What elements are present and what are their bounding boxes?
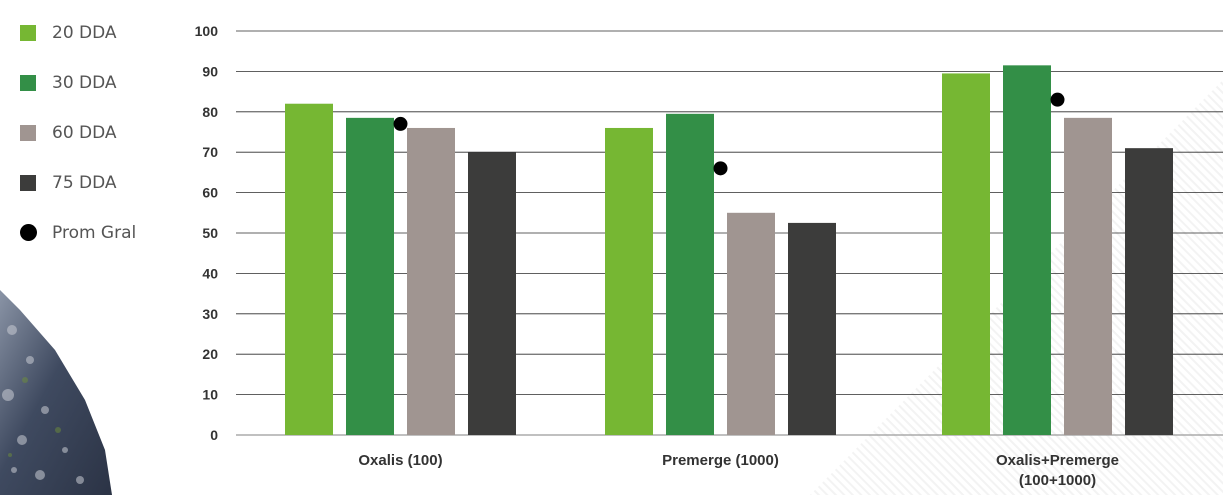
legend-label: 30 DDA — [52, 72, 117, 93]
bar-20-dda-oxalis-premerge-100-1000 — [942, 73, 990, 436]
y-tick-label-60: 60 — [202, 185, 218, 201]
legend-item-20-dda: 20 DDA — [20, 20, 136, 45]
bar-60-dda-oxalis-100 — [407, 127, 455, 436]
y-tick-label-20: 20 — [202, 346, 218, 362]
bar-20-dda-premerge-1000 — [605, 127, 653, 436]
legend-label: Prom Gral — [52, 222, 137, 243]
bar-30-dda-oxalis-100 — [346, 117, 394, 436]
x-category-label-oxalis-premerge-100-1000: Oxalis+Premerge (100+1000) — [996, 452, 1119, 489]
x-category-label-premerge-1000: Premerge (1000) — [662, 452, 779, 469]
y-axis-tick-labels: 0 10 20 30 40 50 60 70 80 90 100 — [195, 23, 219, 443]
legend-label: 60 DDA — [52, 122, 117, 143]
legend-item-prom-gral: Prom Gral — [20, 220, 136, 245]
average-dots — [393, 92, 1065, 176]
bar-30-dda-oxalis-premerge-100-1000 — [1003, 65, 1051, 435]
y-tick-label-70: 70 — [202, 144, 218, 160]
bar-75-dda-oxalis-premerge-100-1000 — [1125, 148, 1173, 435]
dot-prom-gral-oxalis-100 — [393, 116, 408, 131]
legend-item-75-dda: 75 DDA — [20, 170, 136, 195]
bar-60-dda-oxalis-premerge-100-1000 — [1064, 117, 1112, 436]
legend-swatch-30-dda — [20, 74, 36, 91]
legend-dot-prom-gral — [20, 224, 37, 241]
dot-prom-gral-premerge-1000 — [713, 161, 728, 176]
bar-20-dda-oxalis-100 — [285, 103, 333, 435]
y-tick-label-90: 90 — [202, 63, 218, 79]
legend: 20 DDA 30 DDA 60 DDA 75 DDA Prom Gral — [20, 20, 136, 270]
x-axis-category-labels: Oxalis (100) Premerge (1000) Oxalis+Premer… — [358, 452, 1119, 489]
bar-75-dda-oxalis-100 — [468, 152, 516, 435]
legend-swatch-60-dda — [20, 124, 36, 141]
y-tick-label-50: 50 — [202, 225, 218, 241]
legend-item-30-dda: 30 DDA — [20, 70, 136, 95]
y-tick-label-40: 40 — [202, 265, 218, 281]
legend-label: 75 DDA — [52, 172, 117, 193]
legend-item-60-dda: 60 DDA — [20, 120, 136, 145]
bar-75-dda-premerge-1000 — [788, 222, 836, 435]
dot-prom-gral-oxalis-premerge-100-1000 — [1050, 92, 1065, 107]
legend-swatch-75-dda — [20, 174, 36, 191]
bar-30-dda-premerge-1000 — [666, 113, 714, 435]
y-tick-label-0: 0 — [210, 427, 218, 443]
bar-60-dda-premerge-1000 — [727, 212, 775, 435]
y-tick-label-80: 80 — [202, 104, 218, 120]
legend-swatch-20-dda — [20, 24, 36, 41]
y-tick-label-30: 30 — [202, 306, 218, 322]
x-category-label-oxalis-100: Oxalis (100) — [358, 452, 442, 469]
y-tick-label-10: 10 — [202, 387, 218, 403]
bars — [285, 65, 1173, 436]
legend-label: 20 DDA — [52, 22, 117, 43]
y-tick-label-100: 100 — [195, 23, 219, 39]
